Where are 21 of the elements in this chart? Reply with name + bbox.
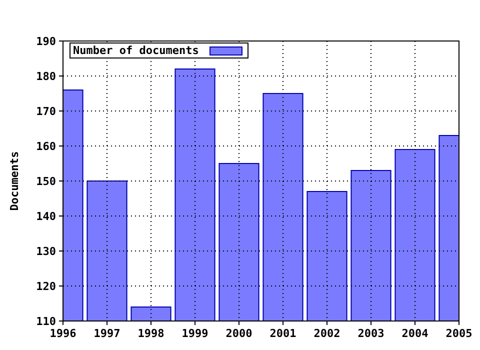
x-tick-label: 2001 bbox=[270, 327, 297, 340]
x-tick-label: 2005 bbox=[446, 327, 472, 340]
y-axis-title: Documents bbox=[8, 151, 21, 211]
y-tick-label: 140 bbox=[36, 210, 56, 223]
y-tick-label: 110 bbox=[36, 315, 56, 328]
x-tick-label: 2002 bbox=[314, 327, 340, 340]
x-tick-label: 1998 bbox=[138, 327, 164, 340]
x-tick-label: 2003 bbox=[358, 327, 384, 340]
y-tick-label: 190 bbox=[36, 35, 56, 48]
x-tick-label: 1997 bbox=[94, 327, 120, 340]
y-tick-label: 180 bbox=[36, 70, 56, 83]
y-tick-label: 120 bbox=[36, 280, 56, 293]
x-tick-label: 2004 bbox=[402, 327, 429, 340]
y-tick-label: 170 bbox=[36, 105, 56, 118]
x-tick-label: 1996 bbox=[50, 327, 77, 340]
y-tick-label: 130 bbox=[36, 245, 56, 258]
x-tick-label: 1999 bbox=[182, 327, 208, 340]
legend-label: Number of documents bbox=[73, 44, 199, 57]
x-tick-label: 2000 bbox=[226, 327, 252, 340]
y-tick-label: 160 bbox=[36, 140, 56, 153]
y-tick-label: 150 bbox=[36, 175, 56, 188]
